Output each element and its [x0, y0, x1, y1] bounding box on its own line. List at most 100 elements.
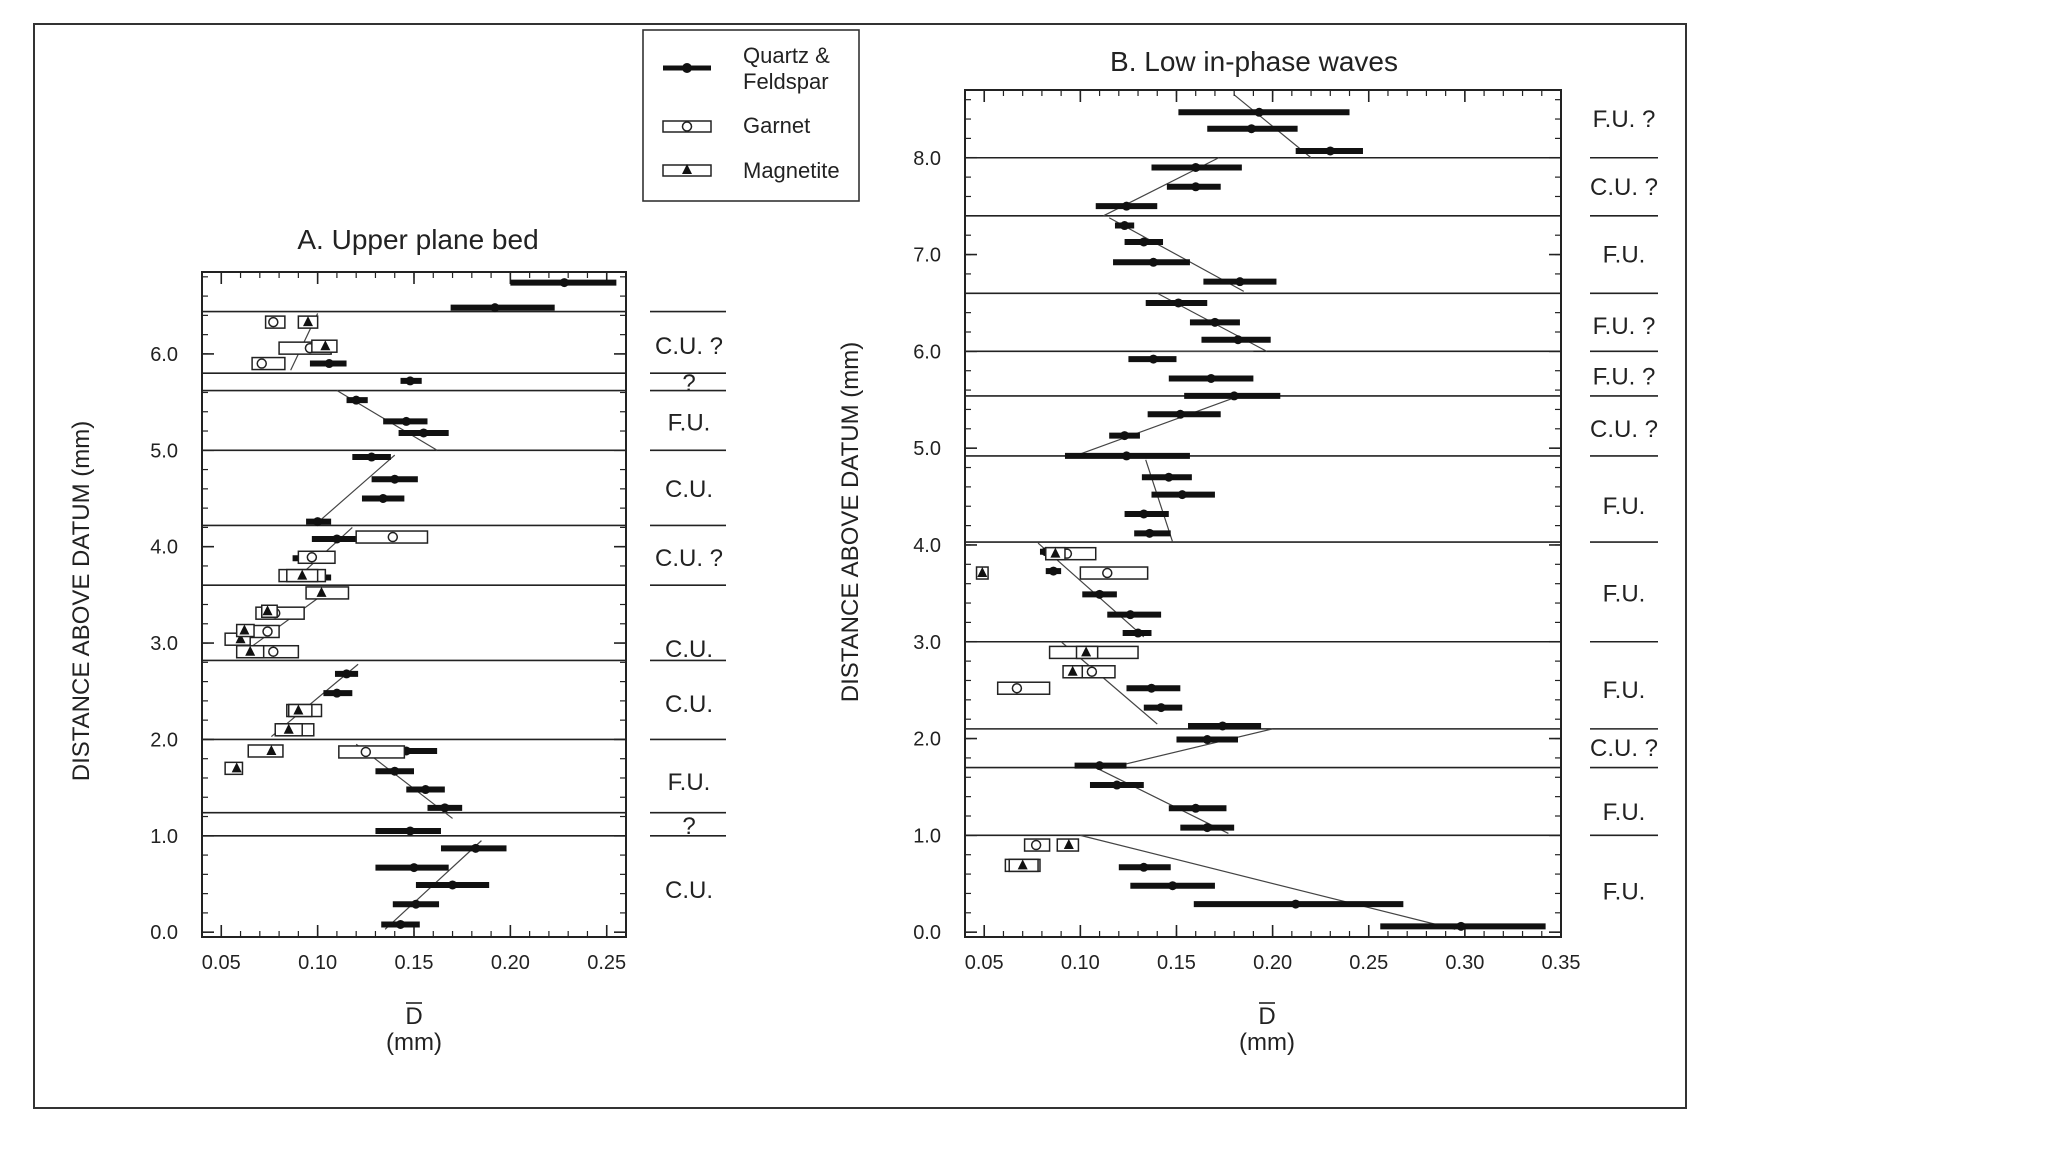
- panel-a-magnetite-point: [320, 340, 331, 351]
- panel-b-garnet-point: [1011, 682, 1023, 694]
- panel-b-quartz-feldspar-point: [1202, 735, 1212, 745]
- panel-a-unit-label: ?: [682, 813, 695, 840]
- panel-b-quartz-feldspar-point: [1048, 566, 1058, 576]
- panel-a-quartz-feldspar-point: [401, 416, 411, 426]
- panel-b-unit-label: C.U. ?: [1590, 174, 1658, 201]
- panel-b-x-tick-label: 0.10: [1061, 952, 1100, 974]
- panel-b-quartz-feldspar-point: [1095, 761, 1105, 771]
- panel-b-axes-box: [964, 89, 1562, 938]
- panel-b-quartz-feldspar-point: [1121, 451, 1131, 461]
- panel-b-quartz-feldspar-point: [1095, 589, 1105, 599]
- panel-a-quartz-feldspar-point: [324, 359, 334, 369]
- legend-garnet-label: Garnet: [743, 113, 810, 138]
- panel-a-x-tick-label: 0.20: [491, 952, 530, 974]
- panel-a-unit-label: C.U. ?: [655, 545, 723, 572]
- panel-a-magnetite-point: [245, 645, 256, 656]
- panel-b-quartz-feldspar-point: [1175, 409, 1185, 419]
- panel-a-magnetite-point: [266, 744, 277, 755]
- panel-b-quartz-feldspar-point: [1164, 472, 1174, 482]
- panel-a-y-tick-label: 2.0: [150, 729, 178, 751]
- panel-a-quartz-feldspar-point: [448, 880, 458, 890]
- panel-a-unit-label: ?: [682, 370, 695, 397]
- panel-a-garnet-point: [256, 358, 267, 369]
- panel-a-trend-line: [317, 454, 396, 524]
- legend-garnet-marker-circle: [681, 121, 693, 132]
- panel-b-quartz-feldspar-point: [1229, 391, 1239, 401]
- panel-a-unit-label: C.U.: [665, 877, 713, 904]
- panel-a-quartz-feldspar-point: [390, 474, 400, 484]
- panel-a-garnet-point: [360, 746, 372, 758]
- panel-b-garnet-point: [1102, 567, 1113, 579]
- panel-b-x-tick-label: 0.15: [1157, 952, 1196, 974]
- panel-a-y-tick-label: 5.0: [150, 440, 178, 462]
- panel-a-x-axis-unit: (mm): [386, 1029, 442, 1056]
- panel-a-quartz-feldspar-point: [421, 785, 431, 795]
- panel-a-garnet-point: [387, 531, 399, 543]
- panel-b-y-tick-label: 6.0: [913, 341, 941, 363]
- legend-magnetite-label: Magnetite: [743, 158, 840, 183]
- panel-b-y-tick-label: 2.0: [913, 729, 941, 751]
- panel-a-garnet-point: [306, 552, 318, 563]
- panel-b-x-tick-label: 0.35: [1542, 952, 1581, 974]
- panel-b-quartz-feldspar-point: [1148, 354, 1158, 364]
- panel-a-unit-label: C.U.: [665, 476, 713, 503]
- panel-a-quartz-feldspar-point: [342, 669, 352, 679]
- panel-b-trend-line: [1080, 397, 1235, 455]
- panel-b-magnetite-point: [1050, 547, 1061, 558]
- panel-a-magnetite-point: [297, 569, 308, 580]
- panel-b-quartz-feldspar-point: [1156, 703, 1166, 713]
- legend: Quartz & Feldspar Garnet Magnetite: [642, 29, 860, 202]
- panel-b-quartz-feldspar-point: [1325, 146, 1335, 156]
- panel-b-unit-label: F.U.: [1603, 580, 1646, 607]
- panel-a-trend-line: [240, 589, 330, 656]
- panel-a-garnet-point: [268, 316, 279, 328]
- legend-quartz-marker-dot: [682, 63, 692, 73]
- panel-b-magnetite-point: [1017, 859, 1028, 870]
- panel-a-y-axis-label: DISTANCE ABOVE DATUM (mm): [68, 421, 95, 781]
- panel-b-quartz-feldspar-point: [1145, 528, 1155, 538]
- legend-quartz-label-line1: Quartz &: [743, 43, 830, 68]
- panel-a-upper-plane-bed: A. Upper plane bed DISTANCE ABOVE DATUM …: [68, 224, 726, 1056]
- panel-b-unit-label: F.U. ?: [1593, 106, 1656, 133]
- legend-item-quartz-feldspar: Quartz & Feldspar: [663, 43, 830, 94]
- panel-a-magnetite-point: [293, 704, 304, 715]
- panel-a-y-tick-label: 3.0: [150, 633, 178, 655]
- panel-a-quartz-feldspar-point: [440, 803, 450, 813]
- panel-b-x-axis-unit: (mm): [1239, 1029, 1295, 1056]
- panel-b-quartz-feldspar-point: [1233, 335, 1243, 345]
- legend-quartz-label-line2: Feldspar: [743, 69, 829, 94]
- panel-a-quartz-feldspar-point: [419, 428, 429, 438]
- panel-b-y-tick-label: 8.0: [913, 148, 941, 170]
- panel-a-garnet-range-box: [338, 745, 406, 759]
- panel-b-low-in-phase-waves: B. Low in-phase waves DISTANCE ABOVE DAT…: [837, 46, 1658, 1056]
- panel-a-garnet-point: [268, 646, 279, 657]
- panel-a-quartz-feldspar-point: [390, 766, 400, 776]
- panel-b-quartz-feldspar-point: [1191, 803, 1201, 813]
- panel-b-trend-line: [1118, 728, 1273, 767]
- panel-a-axes-box: [201, 271, 627, 938]
- panel-a-unit-label: F.U.: [668, 409, 711, 436]
- panel-b-quartz-feldspar-point: [1177, 490, 1187, 500]
- panel-a-magnetite-range-box: [247, 744, 284, 758]
- panel-b-quartz-feldspar-point: [1202, 823, 1212, 833]
- panel-b-y-tick-label: 7.0: [913, 245, 941, 267]
- legend-item-magnetite: Magnetite: [662, 158, 840, 183]
- panel-b-quartz-feldspar-point: [1191, 162, 1201, 172]
- panel-b-unit-label: C.U. ?: [1590, 416, 1658, 443]
- panel-b-quartz-feldspar-point: [1456, 921, 1466, 931]
- panel-b-quartz-feldspar-point: [1139, 237, 1149, 247]
- panel-b-quartz-feldspar-point: [1168, 881, 1178, 891]
- panel-b-trend-line: [1145, 459, 1174, 543]
- panel-a-quartz-feldspar-point: [378, 493, 388, 503]
- panel-a-magnetite-point: [235, 633, 246, 644]
- panel-a-unit-label: C.U. ?: [655, 333, 723, 360]
- panel-b-unit-label: F.U.: [1603, 879, 1646, 906]
- panel-b-y-tick-label: 4.0: [913, 535, 941, 557]
- panel-a-unit-label: C.U.: [665, 691, 713, 718]
- panel-b-quartz-feldspar-point: [1148, 257, 1158, 267]
- panel-b-garnet-range-box: [996, 681, 1051, 695]
- panel-b-unit-label: F.U.: [1603, 493, 1646, 520]
- panel-b-trend-line: [1080, 834, 1456, 930]
- panel-a-y-tick-label: 4.0: [150, 537, 178, 559]
